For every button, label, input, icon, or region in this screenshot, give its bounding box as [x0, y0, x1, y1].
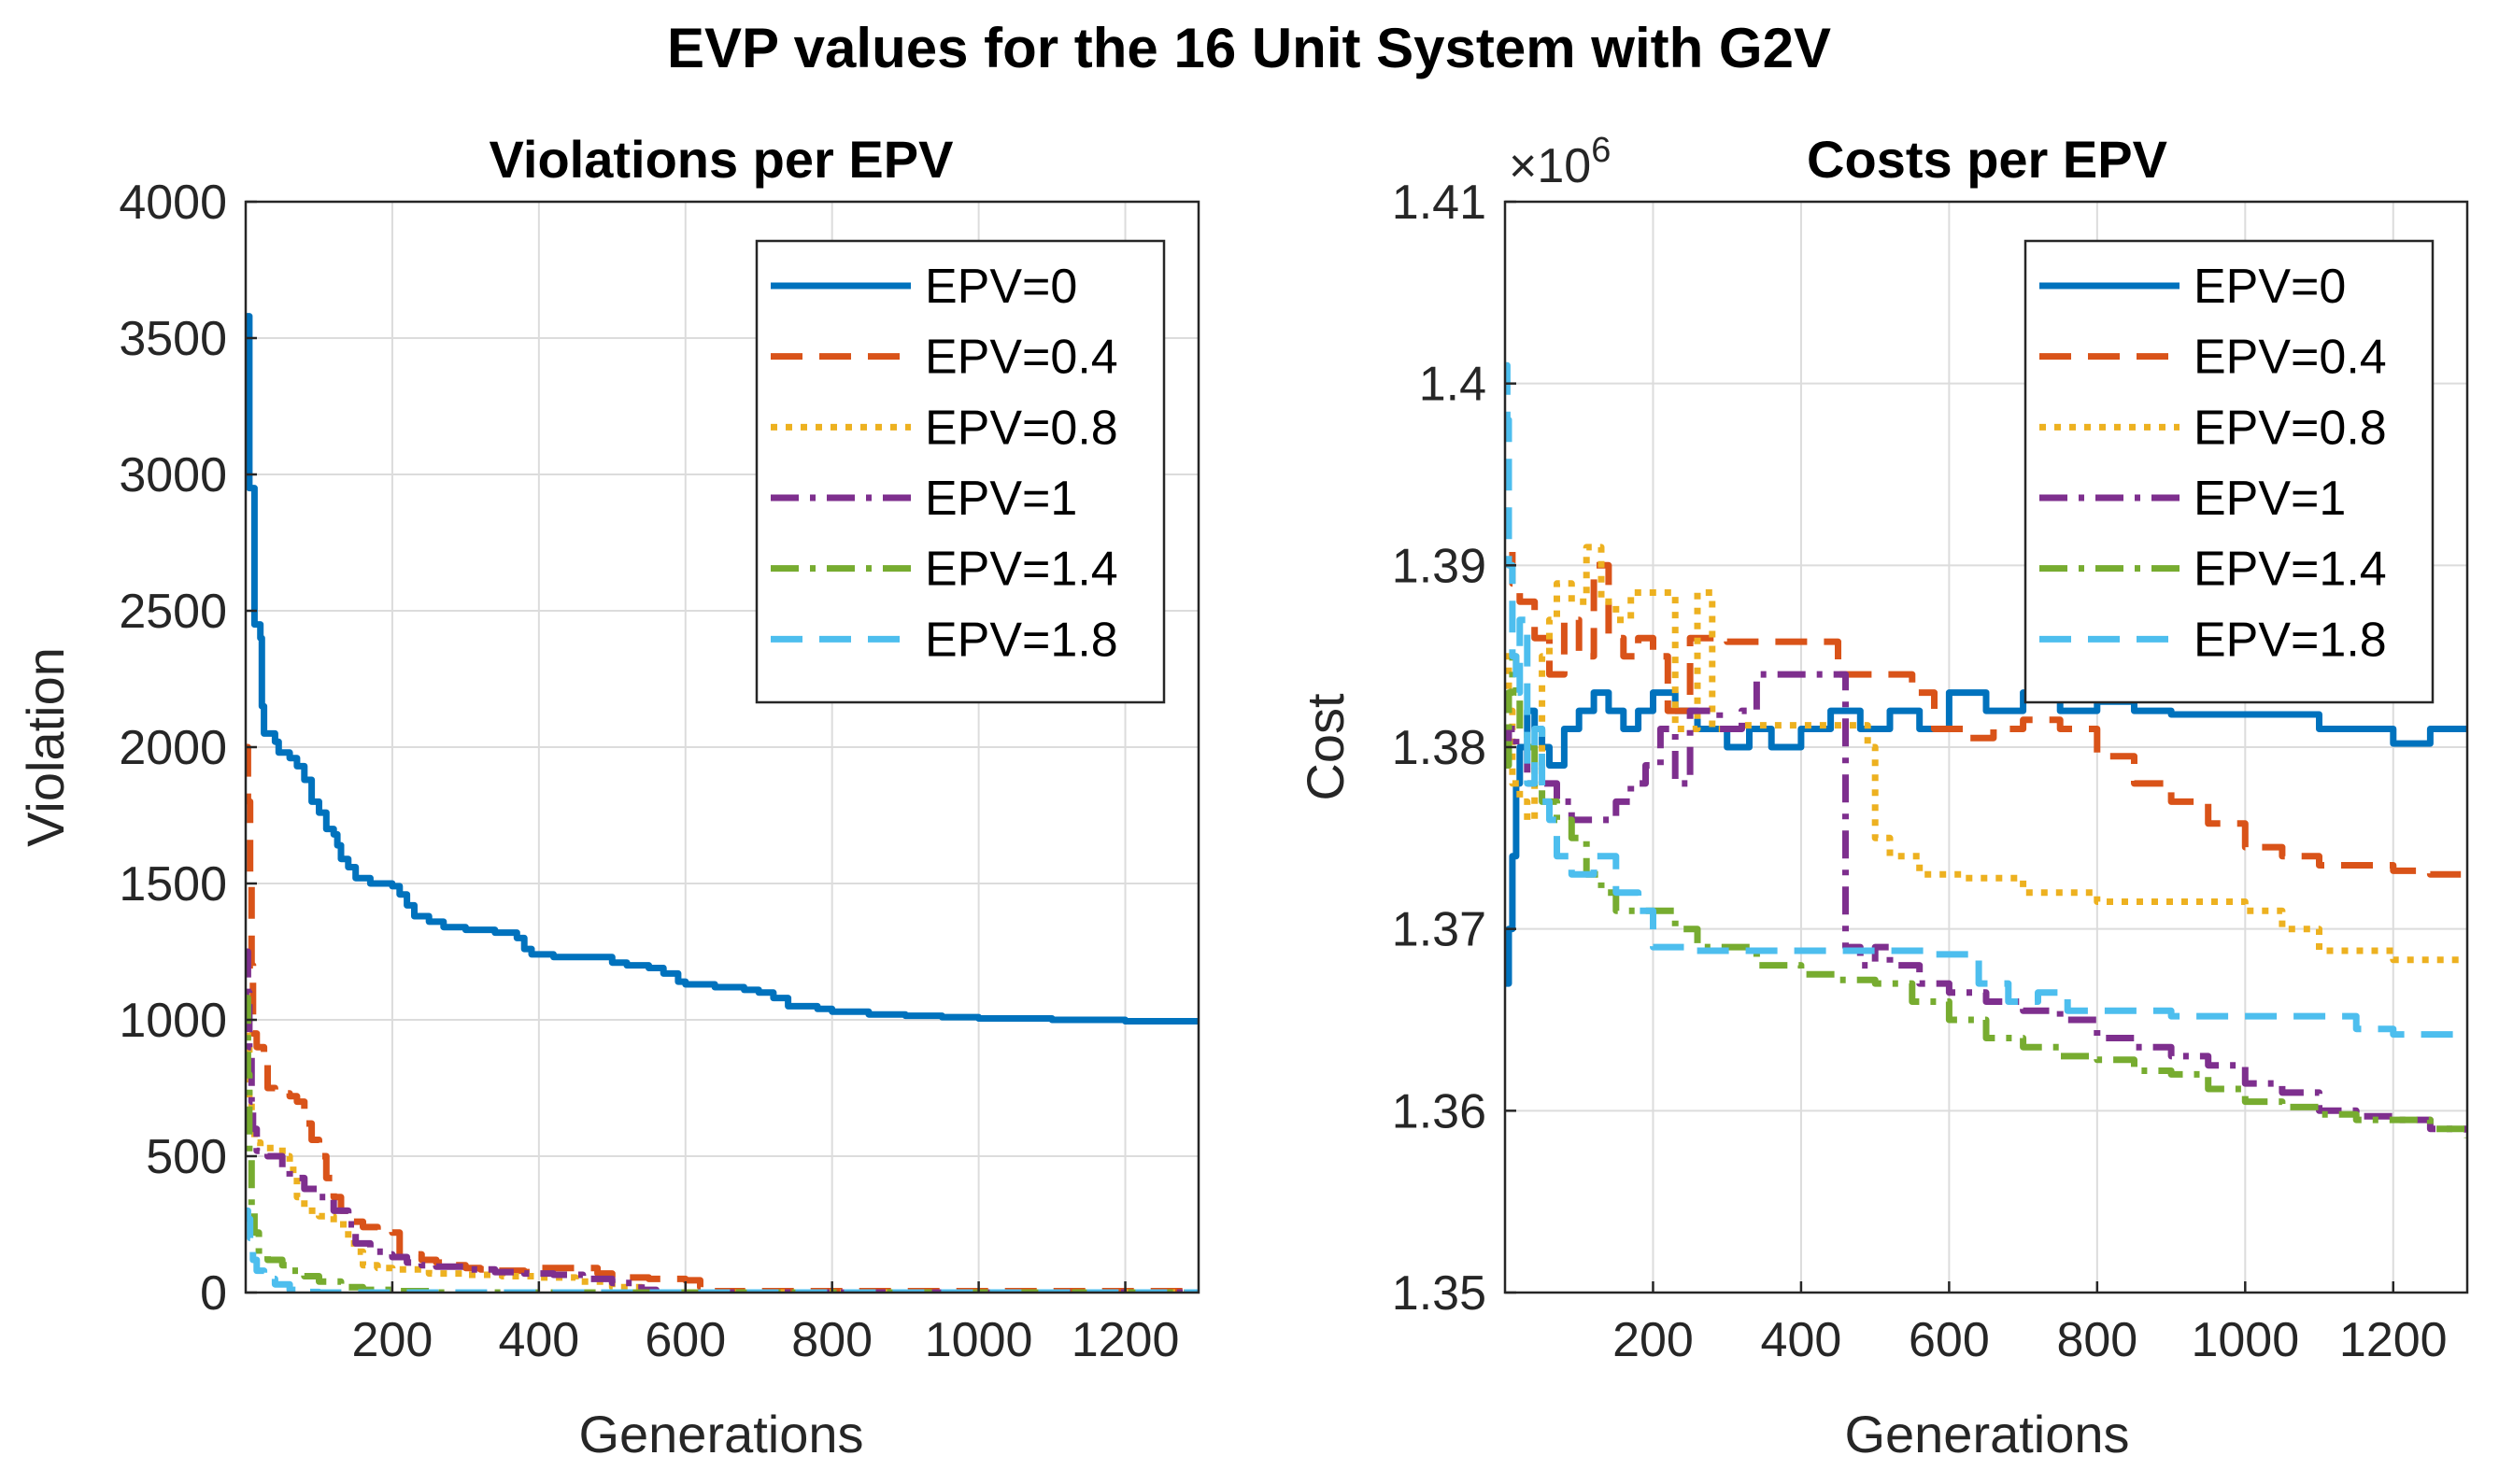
- violations-series-epv-1-line: [246, 948, 1199, 1293]
- violations-x-tick-label: 200: [352, 1313, 433, 1367]
- violations-legend: EPV=0 EPV=0.4 EPV=0.8 EPV=1 EPV=1.4 EPV=1.8: [755, 239, 1166, 704]
- violations-x-tick-label: 1000: [925, 1313, 1033, 1367]
- violations-x-tick-label: 1200: [1072, 1313, 1180, 1367]
- violations-y-tick-label: 4000: [119, 176, 227, 230]
- violations-x-tick-label: 400: [498, 1313, 579, 1367]
- costs-x-axis-label: Generations: [1844, 1405, 2129, 1463]
- violations-x-axis-label: Generations: [578, 1405, 863, 1463]
- costs-y-exponent-base: ×10: [1509, 139, 1591, 193]
- costs-y-tick-label: 1.37: [1392, 903, 1486, 957]
- costs-chart: Costs per EPV Generations Cost ×106 200 4…: [1296, 130, 2469, 1463]
- costs-y-tick-label: 1.38: [1392, 721, 1486, 775]
- violations-y-tick-label: 500: [146, 1130, 227, 1184]
- violations-y-axis-label: Violation: [16, 647, 75, 847]
- costs-x-tick-label: 400: [1761, 1313, 1842, 1367]
- costs-x-tick-label: 1200: [2339, 1313, 2448, 1367]
- costs-y-tick-label: 1.36: [1392, 1084, 1486, 1138]
- violations-legend-label: EPV=0: [925, 260, 1077, 314]
- costs-legend-label: EPV=0: [2194, 260, 2346, 314]
- costs-y-tick-label: 1.41: [1392, 176, 1486, 230]
- costs-legend-label: EPV=0.4: [2194, 331, 2387, 385]
- costs-series-epv-1-8-line: [1505, 361, 2467, 1039]
- costs-y-tick-label: 1.4: [1419, 358, 1486, 412]
- violations-series-group: [246, 313, 1199, 1293]
- figure-title: EVP values for the 16 Unit System with G…: [667, 17, 1831, 79]
- costs-x-tick-label: 1000: [2191, 1313, 2299, 1367]
- violations-legend-label: EPV=0.4: [925, 331, 1118, 385]
- costs-chart-title: Costs per EPV: [1807, 130, 2167, 189]
- violations-legend-box: [755, 239, 1166, 704]
- violations-legend-label: EPV=0.8: [925, 401, 1118, 455]
- costs-x-tick-label: 800: [2056, 1313, 2137, 1367]
- costs-y-tick-label: 1.35: [1392, 1266, 1486, 1321]
- costs-x-tick-label: 200: [1612, 1313, 1694, 1367]
- violations-legend-label: EPV=1.4: [925, 543, 1118, 597]
- costs-legend-label: EPV=1: [2194, 472, 2346, 526]
- violations-legend-label: EPV=1: [925, 472, 1077, 526]
- violations-series-epv-1-8-line: [246, 1207, 1199, 1293]
- violations-y-tick-label: 3000: [119, 448, 227, 502]
- costs-x-tick-label: 600: [1909, 1313, 1990, 1367]
- costs-legend-label: EPV=0.8: [2194, 401, 2387, 455]
- violations-legend-label: EPV=1.8: [925, 613, 1118, 667]
- violations-y-tick-label: 2000: [119, 721, 227, 775]
- violations-x-tick-label: 600: [645, 1313, 726, 1367]
- costs-y-axis-label: Cost: [1296, 693, 1355, 801]
- costs-legend-box: [2023, 239, 2435, 704]
- violations-series-epv-0-4-line: [246, 743, 1199, 1293]
- violations-chart: Violations per EPV Generations Violation…: [16, 130, 1200, 1463]
- costs-legend-label: EPV=1.8: [2194, 613, 2387, 667]
- costs-legend: EPV=0 EPV=0.4 EPV=0.8 EPV=1 EPV=1.4 EPV=1.8: [2023, 239, 2435, 704]
- violations-y-tick-label: 3500: [119, 312, 227, 366]
- violations-chart-title: Violations per EPV: [490, 130, 954, 189]
- costs-y-exponent-power: 6: [1591, 131, 1611, 170]
- costs-legend-label: EPV=1.4: [2194, 543, 2387, 597]
- violations-series-epv-0-line: [246, 313, 1199, 1025]
- violations-x-tick-label: 800: [791, 1313, 873, 1367]
- costs-series-epv-0-4-line: [1505, 507, 2467, 878]
- violations-y-tick-label: 1000: [119, 994, 227, 1048]
- violations-y-tick-label: 2500: [119, 585, 227, 639]
- violations-y-tick-label: 1500: [119, 857, 227, 912]
- costs-y-tick-label: 1.39: [1392, 539, 1486, 593]
- costs-series-epv-1-line: [1505, 671, 2467, 1133]
- costs-y-exponent: ×106: [1509, 131, 1611, 193]
- violations-y-tick-label: 0: [200, 1266, 227, 1321]
